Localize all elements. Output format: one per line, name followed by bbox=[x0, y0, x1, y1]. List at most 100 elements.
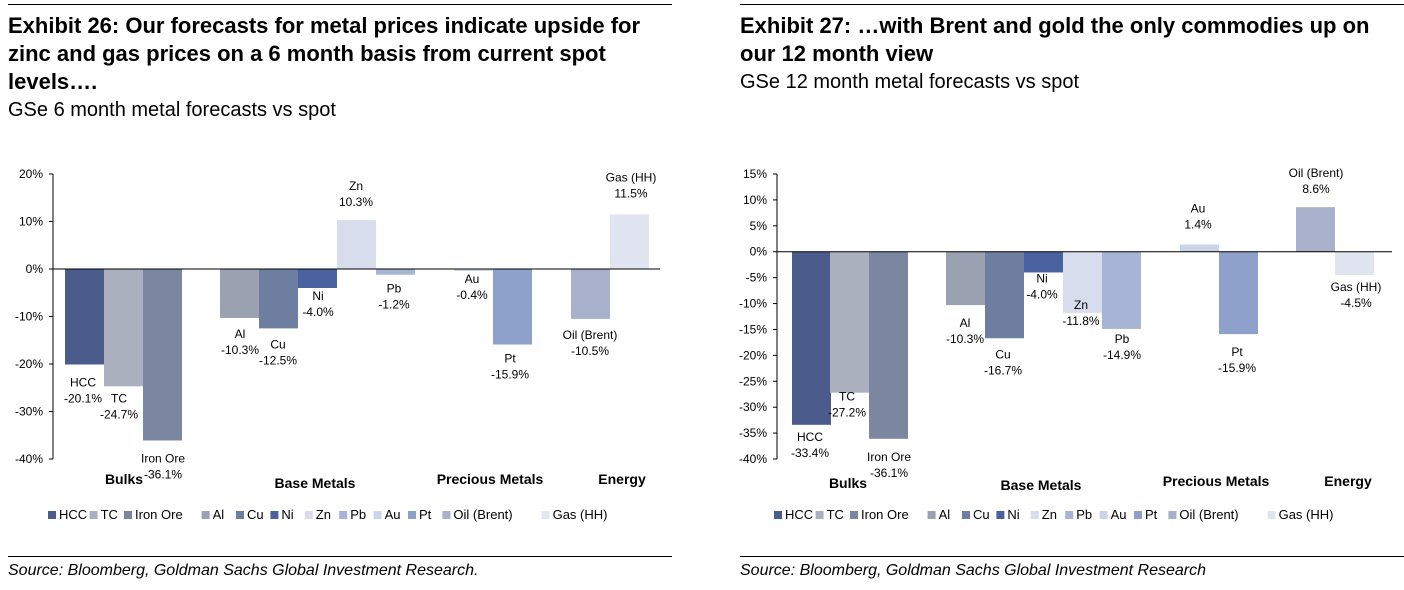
legend-swatch-pb bbox=[1065, 511, 1074, 519]
legend-swatch-pt bbox=[408, 511, 416, 519]
bar-pb bbox=[1102, 251, 1141, 329]
legend-label-pb: Pb bbox=[1076, 507, 1092, 522]
data-label-cu: Cu -16.7% bbox=[984, 347, 1022, 377]
bar-au bbox=[1180, 244, 1219, 252]
y-tick-label: 15% bbox=[743, 167, 767, 181]
legend-swatch-iron-ore bbox=[124, 511, 132, 519]
bar-hcc bbox=[792, 251, 831, 425]
exhibit-title: Exhibit 26: Our forecasts for metal pric… bbox=[8, 13, 641, 94]
legend-swatch-gas-hh bbox=[1267, 511, 1276, 519]
group-label-base-metals: Base Metals bbox=[275, 475, 356, 491]
top-rule bbox=[8, 4, 672, 5]
bar-pt bbox=[493, 269, 532, 345]
bar-zn bbox=[337, 220, 376, 269]
legend-label-pb: Pb bbox=[350, 507, 366, 522]
bottom-rule bbox=[740, 556, 1404, 557]
y-tick-label: -20% bbox=[739, 348, 767, 362]
y-tick-label: 0% bbox=[750, 245, 768, 259]
y-tick-label: -35% bbox=[739, 426, 767, 440]
bar-oil-brent bbox=[1296, 207, 1335, 252]
bar-cu bbox=[259, 269, 298, 329]
data-label-pt: Pt -15.9% bbox=[1218, 345, 1256, 375]
group-label-bulks: Bulks bbox=[105, 471, 143, 487]
y-tick-label: -40% bbox=[739, 452, 767, 466]
data-label-tc: TC -27.2% bbox=[828, 390, 866, 420]
legend-label-gas-hh: Gas (HH) bbox=[553, 507, 608, 522]
legend-label-cu: Cu bbox=[247, 507, 264, 522]
legend-label-al: Al bbox=[213, 507, 225, 522]
legend-swatch-al bbox=[927, 511, 936, 519]
legend-label-tc: TC bbox=[827, 507, 844, 522]
legend-swatch-pt bbox=[1134, 511, 1142, 519]
y-tick-label: -20% bbox=[15, 357, 43, 371]
source-note: Source: Bloomberg, Goldman Sachs Global … bbox=[8, 562, 479, 579]
bar-pt bbox=[1219, 251, 1258, 335]
group-label-precious-metals: Precious Metals bbox=[437, 471, 544, 487]
legend-label-hcc: HCC bbox=[59, 507, 87, 522]
legend-label-cu: Cu bbox=[973, 507, 990, 522]
data-label-hcc: HCC -20.1% bbox=[64, 375, 102, 405]
exhibit-title: Exhibit 27: …with Brent and gold the onl… bbox=[740, 13, 1370, 66]
legend-label-ni: Ni bbox=[281, 507, 293, 522]
y-tick-label: -15% bbox=[739, 322, 767, 336]
y-tick-label: -40% bbox=[15, 452, 43, 466]
data-label-au: Au -0.4% bbox=[456, 272, 488, 302]
legend-swatch-cu bbox=[962, 511, 970, 519]
bar-chart-6-month: 20% 10% 0% -10% -20% -30% -40% HCC -20.1% TC -24.7… bbox=[15, 167, 660, 522]
data-label-tc: TC -24.7% bbox=[100, 391, 138, 421]
data-label-hcc: HCC -33.4% bbox=[791, 430, 829, 460]
legend-label-gas-hh: Gas (HH) bbox=[1279, 507, 1334, 522]
y-tick-label: 5% bbox=[750, 219, 768, 233]
y-tick-label: -5% bbox=[746, 271, 768, 285]
bar-gas-hh bbox=[610, 214, 649, 269]
group-label-base-metals: Base Metals bbox=[1001, 477, 1082, 493]
data-label-ni: Ni -4.0% bbox=[1026, 271, 1058, 301]
legend-label-oil-brent: Oil (Brent) bbox=[1179, 507, 1238, 522]
legend-label-pt: Pt bbox=[1145, 507, 1158, 522]
legend-swatch-iron-ore bbox=[850, 511, 858, 519]
legend-swatch-zn bbox=[304, 511, 313, 519]
bar-tc bbox=[104, 269, 143, 387]
bottom-rule bbox=[8, 556, 672, 557]
y-tick-label: -30% bbox=[739, 400, 767, 414]
bar-gas-hh bbox=[1335, 251, 1374, 276]
group-label-bulks: Bulks bbox=[829, 475, 867, 491]
bar-ni bbox=[298, 269, 337, 288]
data-label-oil-brent: Oil (Brent) 8.6% bbox=[1289, 166, 1344, 196]
legend-swatch-oil-brent bbox=[442, 511, 451, 519]
bar-au bbox=[454, 269, 493, 271]
data-label-zn: Zn 10.3% bbox=[339, 179, 373, 209]
data-label-cu: Cu -12.5% bbox=[259, 337, 297, 367]
y-tick-label: -10% bbox=[15, 310, 43, 324]
data-label-pt: Pt -15.9% bbox=[491, 352, 529, 382]
legend-swatch-ni bbox=[996, 511, 1005, 519]
y-tick-label: -10% bbox=[739, 297, 767, 311]
legend-label-au: Au bbox=[385, 507, 401, 522]
legend-label-hcc: HCC bbox=[785, 507, 813, 522]
data-label-oil-brent: Oil (Brent) -10.5% bbox=[563, 328, 618, 358]
y-tick-label: -25% bbox=[739, 374, 767, 388]
legend-swatch-oil-brent bbox=[1168, 511, 1177, 519]
legend-swatch-cu bbox=[236, 511, 244, 519]
legend-label-zn: Zn bbox=[1042, 507, 1057, 522]
data-label-gas-hh: Gas (HH) 11.5% bbox=[606, 170, 657, 200]
source-note: Source: Bloomberg, Goldman Sachs Global … bbox=[740, 562, 1207, 579]
legend-label-iron-ore: Iron Ore bbox=[135, 507, 183, 522]
exhibit-27-panel: Exhibit 27: …with Brent and gold the onl… bbox=[732, 0, 1404, 590]
bar-al bbox=[220, 269, 259, 318]
legend-label-tc: TC bbox=[101, 507, 118, 522]
legend-swatch-hcc bbox=[774, 511, 782, 519]
legend-label-oil-brent: Oil (Brent) bbox=[453, 507, 512, 522]
legend-swatch-hcc bbox=[48, 511, 56, 519]
data-label-gas-hh: Gas (HH) -4.5% bbox=[1331, 280, 1382, 310]
y-tick-label: -30% bbox=[15, 405, 43, 419]
legend-label-pt: Pt bbox=[419, 507, 432, 522]
bar-ni bbox=[1024, 251, 1063, 273]
exhibit-26-panel: Exhibit 26: Our forecasts for metal pric… bbox=[0, 0, 672, 590]
group-label-precious-metals: Precious Metals bbox=[1163, 473, 1270, 489]
bar-oil-brent bbox=[571, 269, 610, 319]
bar-tc bbox=[830, 251, 869, 393]
bar-zn bbox=[1063, 251, 1102, 313]
legend-label-al: Al bbox=[939, 507, 951, 522]
y-tick-label: 20% bbox=[19, 167, 43, 181]
